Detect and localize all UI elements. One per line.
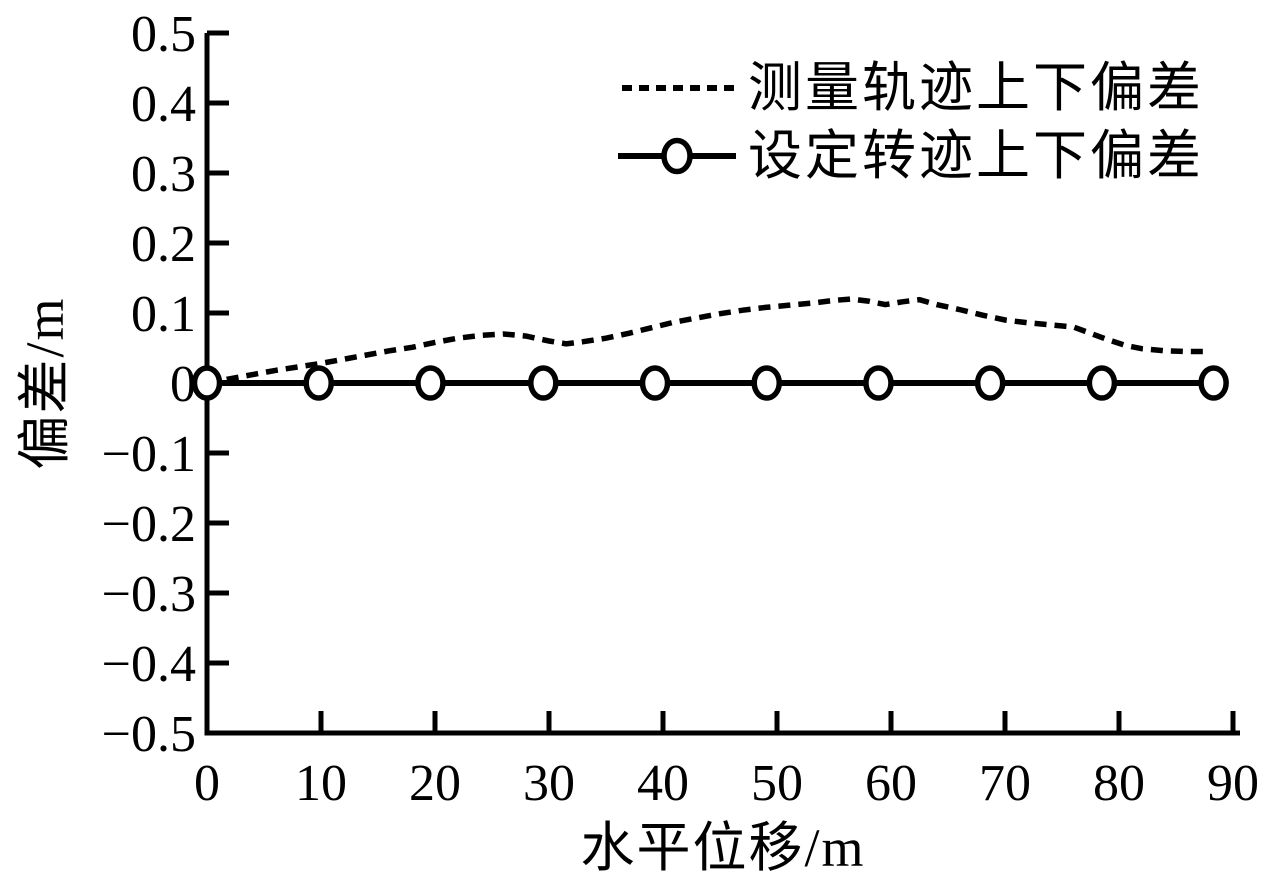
y-tick-label: 0.4 [131,76,196,133]
x-tick-label: 0 [194,755,220,812]
x-axis-title: 水平位移/m [580,818,865,878]
legend-measured-label: 测量轨迹上下偏差 [748,58,1204,118]
x-tick-label: 50 [751,755,803,812]
y-axis-title: 偏差/m [15,296,75,469]
x-tick-label: 60 [865,755,917,812]
y-tick-label: −0.3 [102,566,196,623]
x-tick-label: 40 [637,755,689,812]
y-tick-label: −0.2 [102,496,196,553]
set-deviation-marker [528,365,559,401]
set-deviation-marker [415,365,446,401]
legend-set-label: 设定转迹上下偏差 [748,126,1204,186]
set-deviation-marker [863,365,894,401]
set-deviation-marker [1086,365,1118,401]
x-tick-label: 90 [1207,755,1259,812]
y-tick-label: 0.5 [131,6,196,63]
y-tick-label: −0.4 [102,636,196,693]
y-tick-label: −0.5 [102,706,196,763]
set-deviation-marker [639,365,671,401]
x-tick-label: 80 [1093,755,1145,812]
x-tick-label: 20 [409,755,461,812]
set-deviation-marker [303,365,334,401]
y-tick-label: 0.3 [131,146,196,203]
y-tick-label: −0.1 [102,426,196,483]
set-deviation-marker [1198,365,1229,401]
set-deviation-marker [751,365,782,401]
y-tick-label: 0.2 [131,216,196,273]
set-deviation-marker [191,365,223,401]
y-tick-label: 0 [170,356,196,413]
legend-set-sample-marker [661,137,693,175]
measured-deviation-curve [206,296,1211,386]
x-tick-label: 70 [979,755,1031,812]
set-deviation-marker [974,365,1006,401]
x-tick-label: 30 [523,755,575,812]
x-tick-label: 10 [295,755,347,812]
y-tick-label: 0.1 [131,286,196,343]
